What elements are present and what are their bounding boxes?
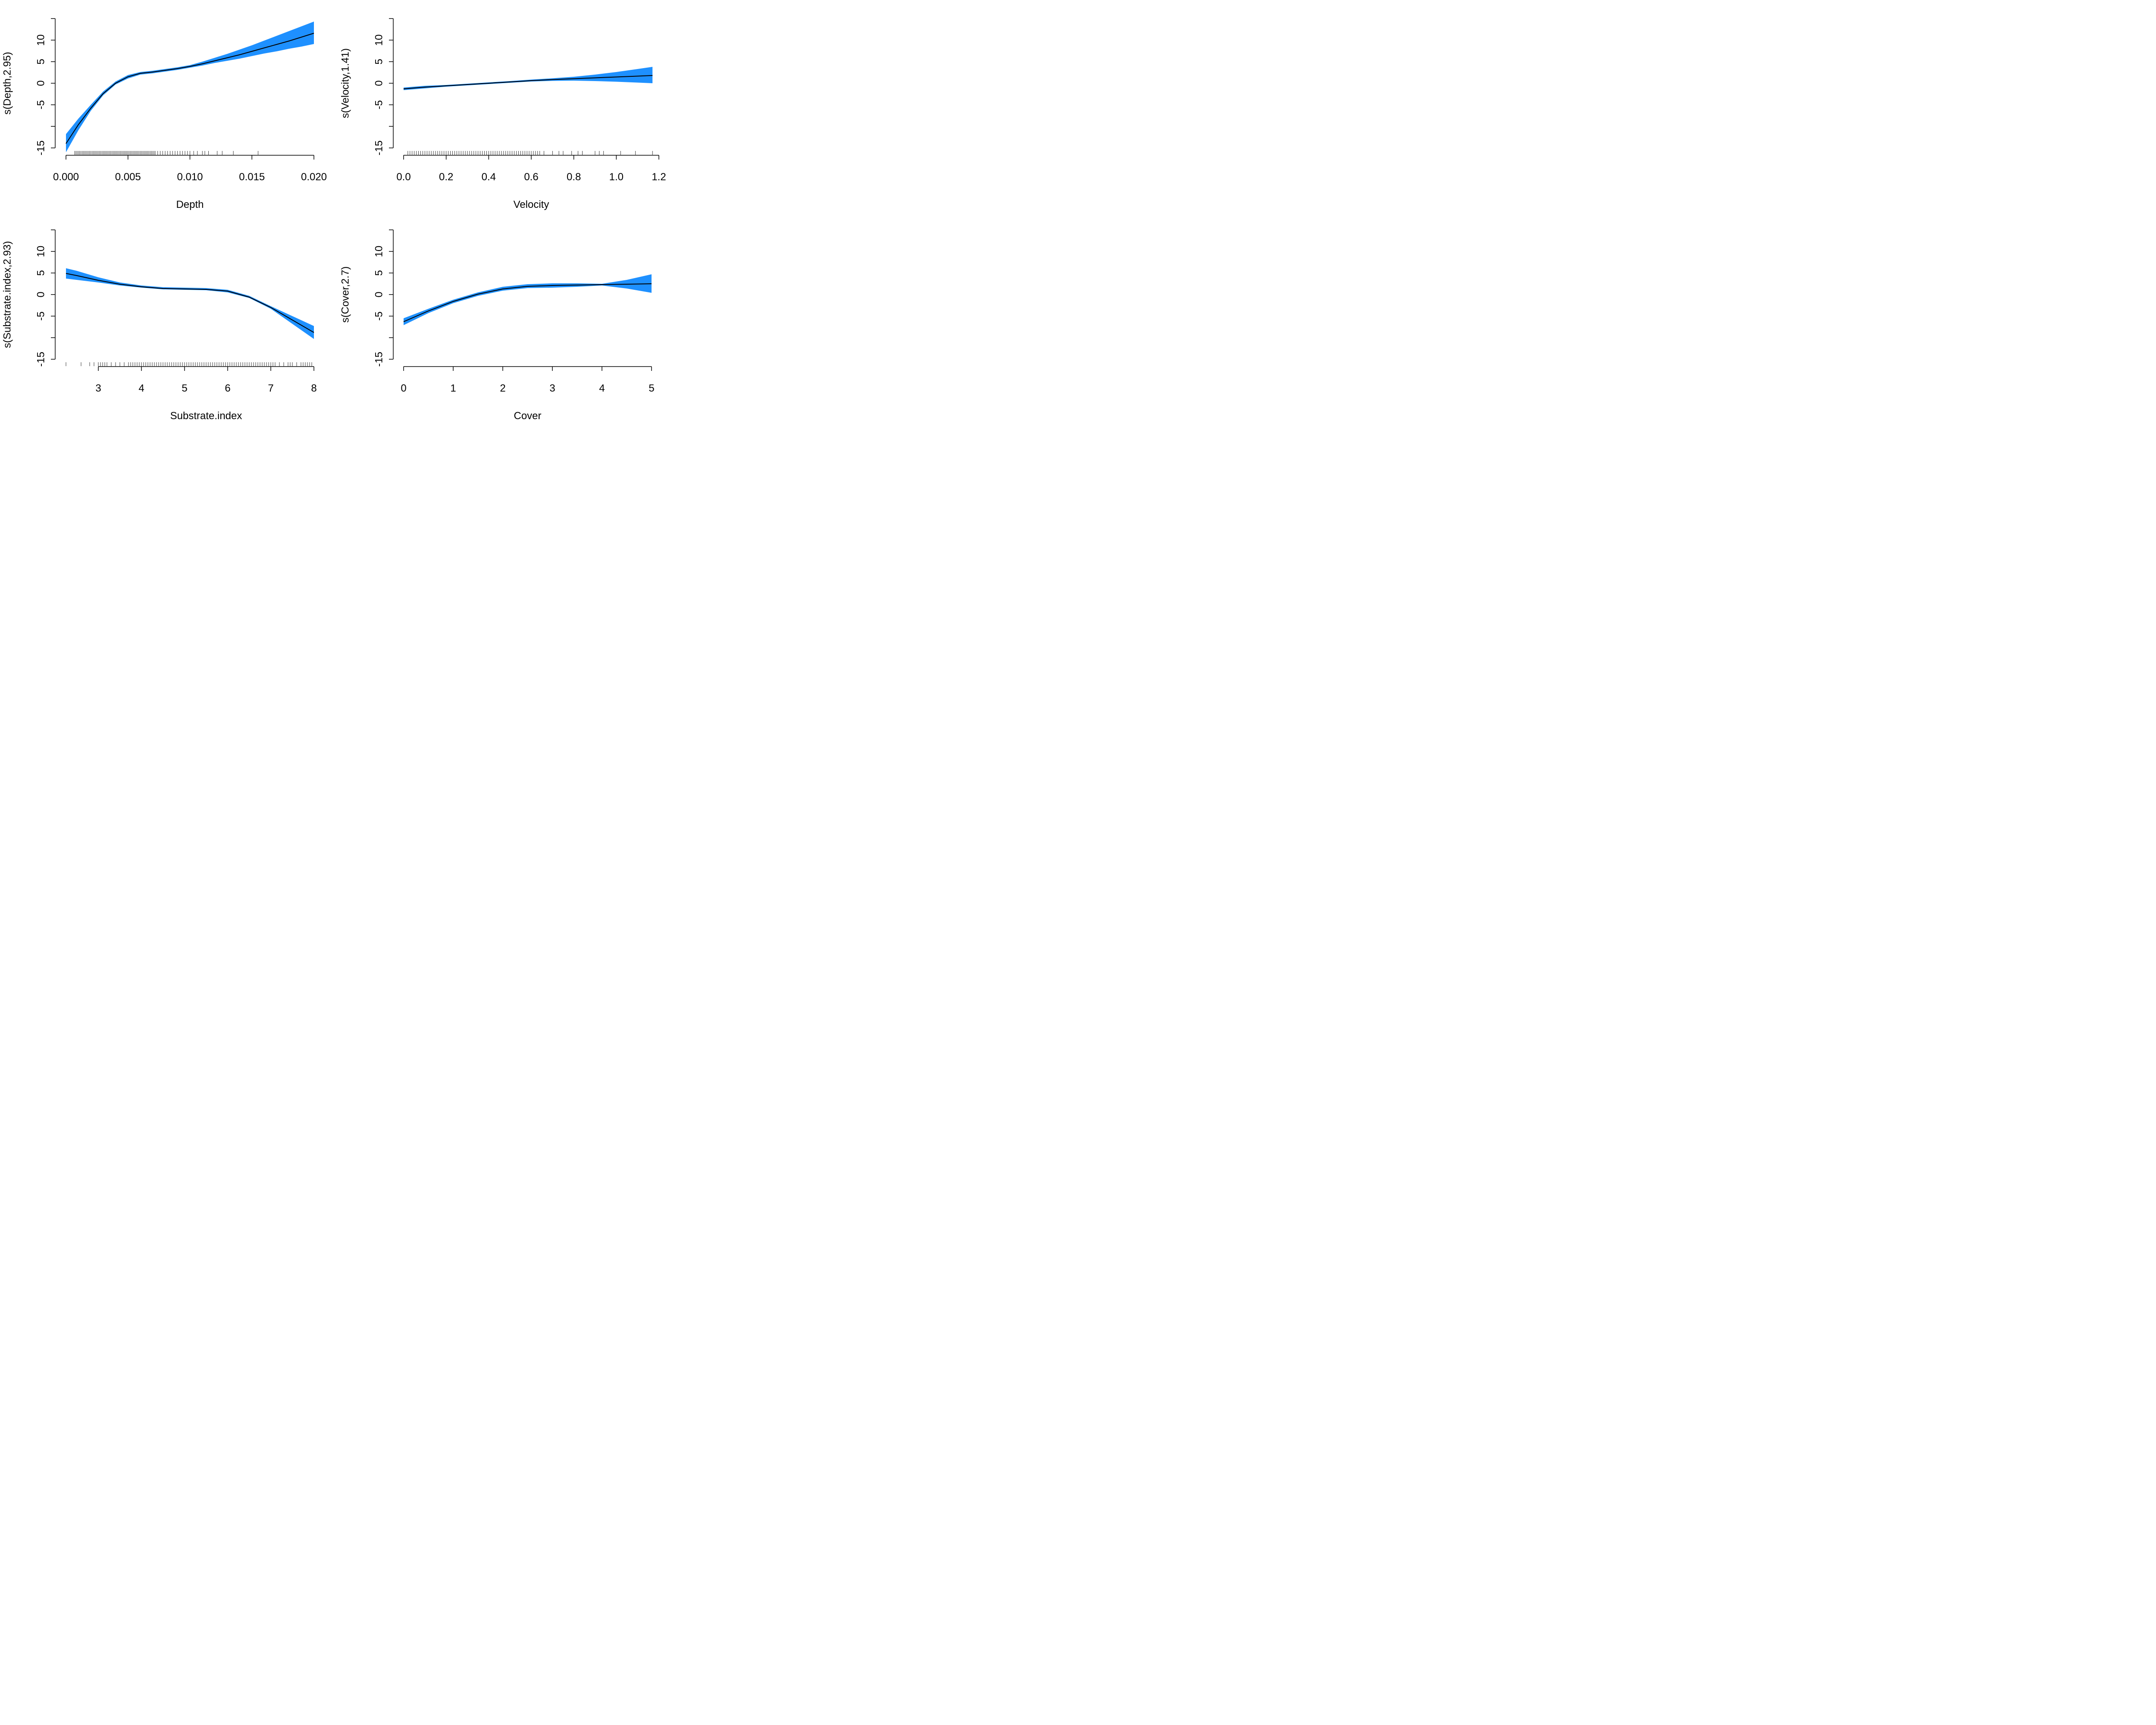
x-tick-label: 4 <box>599 383 605 394</box>
x-tick-label: 7 <box>268 383 273 394</box>
y-tick-label: -5 <box>35 311 47 320</box>
x-tick-label: 6 <box>225 383 230 394</box>
x-tick-label: 0.0 <box>396 171 411 183</box>
x-axis-title: Cover <box>514 410 541 422</box>
x-tick-label: 8 <box>311 383 317 394</box>
y-axis-title: s(Substrate.index,2.93) <box>1 241 13 348</box>
x-tick-label: 1.2 <box>652 171 666 183</box>
x-tick-label: 1 <box>450 383 456 394</box>
y-tick-label: -15 <box>373 352 385 367</box>
y-tick-label: 10 <box>373 34 385 46</box>
x-tick-label: 2 <box>500 383 505 394</box>
x-tick-label: 5 <box>182 383 187 394</box>
y-tick-label: 10 <box>35 246 47 257</box>
x-tick-label: 0.020 <box>301 171 327 183</box>
y-tick-label: -5 <box>35 100 47 109</box>
y-tick-label: 0 <box>35 292 47 297</box>
y-tick-label: 5 <box>35 270 47 276</box>
x-tick-label: 0.010 <box>177 171 203 183</box>
y-tick-label: 10 <box>373 246 385 257</box>
confidence-band <box>404 274 652 325</box>
plot-background <box>0 0 674 422</box>
x-tick-label: 0.4 <box>482 171 496 183</box>
x-tick-label: 3 <box>549 383 555 394</box>
x-tick-label: 0.005 <box>115 171 141 183</box>
x-tick-label: 0.8 <box>567 171 581 183</box>
x-axis-title: Depth <box>176 199 204 210</box>
smooth-panel-1: -15 -5 0 5 10 0.000 0.005 0.010 0.015 0.020 Depth s… <box>1 18 327 210</box>
y-tick-label: -15 <box>373 141 385 156</box>
y-tick-label: 5 <box>373 59 385 64</box>
x-tick-label: 3 <box>95 383 101 394</box>
y-axis-title: s(Cover,2.7) <box>339 267 351 323</box>
y-tick-label: -15 <box>35 141 47 156</box>
y-axis-title: s(Depth,2.95) <box>1 52 13 114</box>
y-tick-label: 0 <box>35 80 47 86</box>
x-axis-title: Velocity <box>514 199 549 210</box>
smooth-line <box>66 273 314 333</box>
smooth-line <box>403 283 652 322</box>
x-tick-label: 4 <box>138 383 144 394</box>
smooth-line <box>66 33 314 144</box>
smooth-panel-3: -15 -5 0 5 10 3 4 5 6 7 8 Substrate.index s(Substrat… <box>1 229 317 422</box>
x-axis-title: Substrate.index <box>170 410 242 422</box>
y-tick-label: -5 <box>373 100 385 109</box>
y-tick-label: 0 <box>373 80 385 86</box>
x-tick-label: 1.0 <box>609 171 624 183</box>
x-tick-label: 0 <box>401 383 406 394</box>
x-tick-label: 5 <box>649 383 654 394</box>
confidence-band <box>66 268 314 339</box>
x-tick-label: 0.2 <box>439 171 453 183</box>
y-tick-label: 5 <box>35 59 47 64</box>
y-tick-label: -15 <box>35 352 47 367</box>
y-tick-label: 0 <box>373 292 385 297</box>
smooth-panel-4: -15 -5 0 5 10 0 1 2 3 4 5 Cover s(Cover,2.7) <box>339 229 655 422</box>
confidence-band <box>66 22 314 152</box>
smooth-panel-2: -15 -5 0 5 10 0.0 0.2 0.4 0.6 0.8 1.0 1.2 Velocity s(… <box>339 18 666 210</box>
y-axis-title: s(Velocity,1.41) <box>339 48 351 118</box>
x-tick-label: 0.015 <box>239 171 265 183</box>
y-tick-label: 10 <box>35 34 47 46</box>
smooth-line <box>403 75 653 89</box>
y-tick-label: 5 <box>373 270 385 276</box>
x-tick-label: 0.6 <box>524 171 538 183</box>
y-tick-label: -5 <box>373 311 385 320</box>
x-tick-label: 0.000 <box>53 171 79 183</box>
